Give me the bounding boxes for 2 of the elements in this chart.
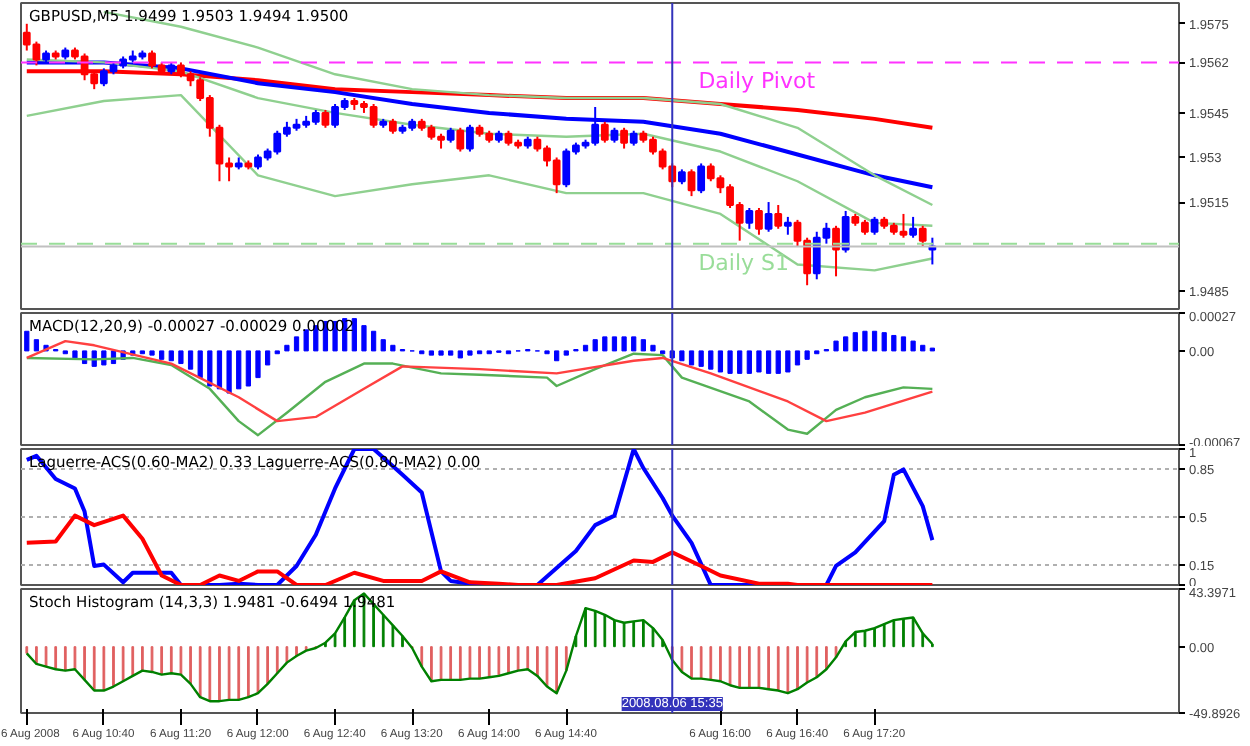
ref-line-label: Daily Pivot — [698, 68, 817, 95]
ref-line-label: Daily S1 — [698, 249, 790, 276]
